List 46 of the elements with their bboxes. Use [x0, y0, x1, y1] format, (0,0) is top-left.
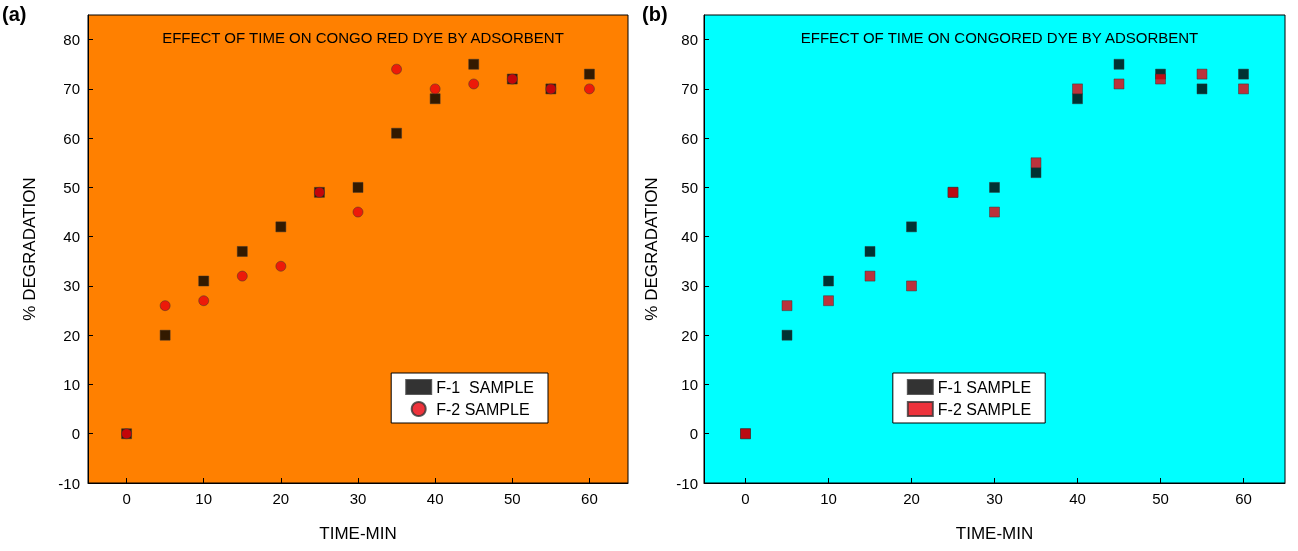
- x-tick-label: 10: [820, 490, 837, 507]
- legend-label: F-2 SAMPLE: [436, 400, 530, 418]
- y-axis-title: % DEGRADATION: [20, 177, 39, 321]
- x-tick-label: 20: [272, 490, 290, 507]
- y-tick-label: 10: [681, 375, 698, 393]
- y-tick-label: 20: [63, 326, 80, 344]
- y-tick-label: 50: [63, 178, 80, 196]
- y-tick-label: 30: [63, 277, 80, 295]
- y-tick-label: 80: [681, 31, 698, 49]
- y-axis-title: % DEGRADATION: [642, 177, 661, 321]
- x-tick-label: 20: [903, 490, 920, 507]
- x-axis-title: TIME-MIN: [955, 524, 1034, 543]
- x-tick-label: 40: [426, 490, 444, 507]
- y-tick-label: 20: [681, 326, 698, 344]
- x-axis-title: TIME-MIN: [319, 524, 397, 543]
- legend-label: F-2 SAMPLE: [937, 400, 1032, 418]
- y-tick-label: -10: [58, 474, 80, 492]
- y-tick-label: -10: [676, 474, 698, 492]
- x-tick-label: 50: [503, 490, 521, 507]
- x-tick-label: 30: [349, 490, 367, 507]
- legend-label: F-1 SAMPLE: [937, 378, 1032, 396]
- y-tick-label: 40: [63, 228, 80, 246]
- y-tick-label: 60: [681, 129, 698, 147]
- y-tick-label: 0: [689, 425, 698, 443]
- x-tick-label: 0: [741, 490, 750, 507]
- y-tick-label: 10: [63, 375, 80, 393]
- y-tick-label: 70: [63, 80, 80, 98]
- text: EFFECT OF TIME ON CONGO RED DYE BY ADSORBENT: [162, 29, 564, 46]
- y-tick-label: 50: [681, 178, 698, 196]
- x-tick-label: 60: [1235, 490, 1252, 507]
- x-tick-label: 60: [581, 490, 598, 507]
- text: (b): [642, 3, 668, 25]
- y-tick-label: 80: [63, 31, 80, 49]
- x-tick-label: 30: [986, 490, 1003, 507]
- y-tick-label: 30: [681, 277, 698, 295]
- x-tick-label: 50: [1152, 490, 1169, 507]
- y-tick-label: 70: [681, 80, 698, 98]
- x-tick-label: 10: [195, 490, 213, 507]
- text: EFFECT OF TIME ON CONGORED DYE BY ADSORBENT: [800, 29, 1199, 46]
- legend-label: F-1 SAMPLE: [436, 378, 535, 396]
- text: (a): [2, 3, 27, 25]
- y-tick-label: 0: [71, 425, 80, 443]
- x-tick-label: 0: [122, 490, 131, 507]
- x-tick-label: 40: [1069, 490, 1086, 507]
- y-tick-label: 40: [681, 228, 698, 246]
- y-tick-label: 60: [63, 129, 80, 147]
